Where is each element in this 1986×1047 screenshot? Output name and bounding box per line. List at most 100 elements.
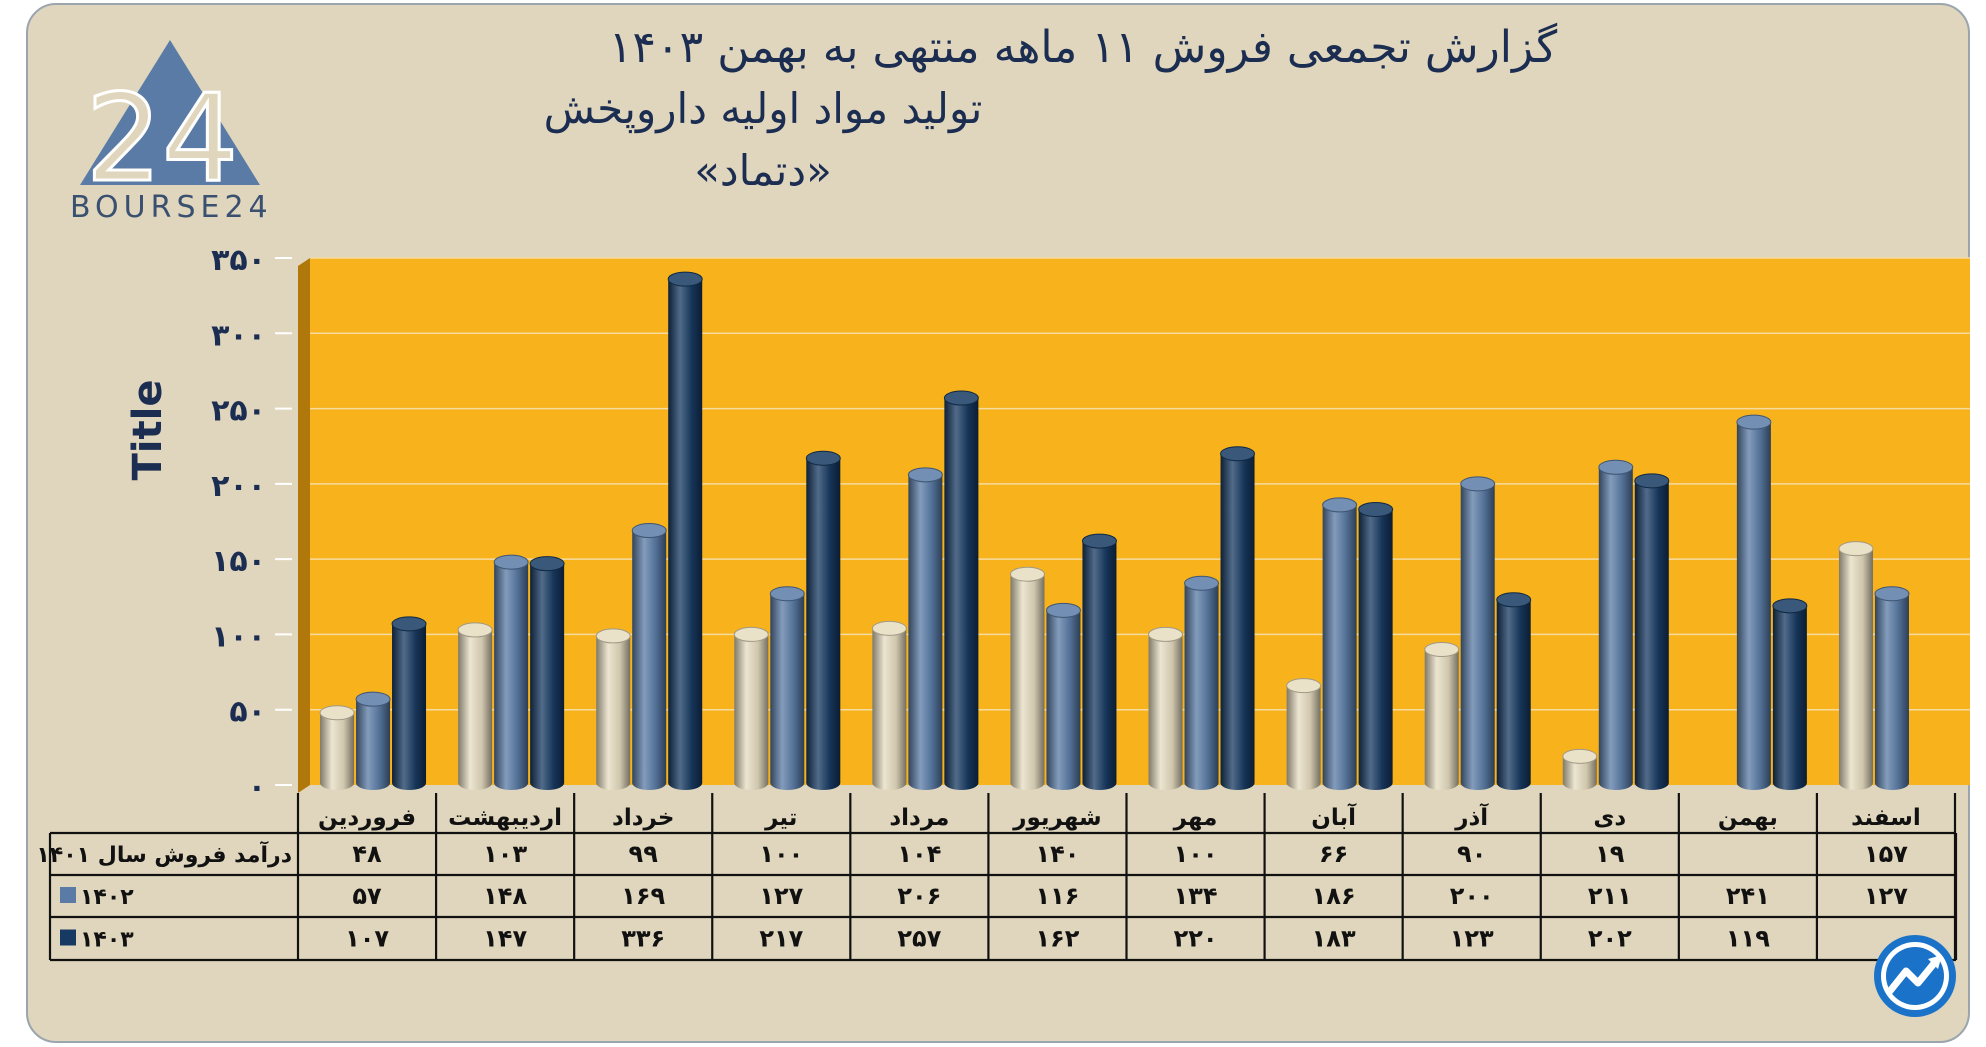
bar-top	[733, 626, 769, 642]
bar-top	[493, 554, 529, 570]
data-label: ۱۸۳	[1312, 925, 1356, 953]
data-label: ۹۹	[629, 840, 659, 868]
bar-top	[943, 390, 979, 406]
bar-top	[805, 450, 841, 466]
title-line-3: «دتماد»	[694, 146, 832, 195]
bar-top	[667, 271, 703, 287]
bar-base	[596, 776, 631, 790]
y-tick-label: ۵۰	[229, 695, 266, 730]
bar-base	[1148, 776, 1183, 790]
bar	[734, 634, 769, 783]
bar	[1424, 649, 1459, 783]
y-tick-label: ۳۵۰	[211, 243, 266, 278]
bar-base	[1220, 776, 1255, 790]
x-tick-label: آبان	[1311, 802, 1357, 831]
y-tick-label: ۱۵۰	[211, 544, 266, 579]
bar-base	[1562, 776, 1597, 790]
bar-base	[392, 776, 427, 790]
bar-base	[632, 776, 667, 790]
data-label: ۵۷	[352, 882, 382, 910]
data-label: ۱۱۶	[1035, 882, 1079, 910]
bar	[1358, 509, 1393, 783]
data-label: ۴۸	[352, 840, 382, 868]
bar	[1082, 541, 1117, 783]
x-tick-label: اردیبهشت	[448, 805, 562, 831]
bar-base	[1874, 776, 1909, 790]
data-label: ۱۰۰	[759, 840, 803, 868]
data-label: ۱۰۰	[1174, 840, 1218, 868]
bar-top	[1081, 533, 1117, 549]
bar-top	[1634, 473, 1670, 489]
x-tick-label: فروردین	[318, 805, 416, 831]
bar-top	[1496, 592, 1532, 608]
data-label: ۱۵۷	[1864, 840, 1908, 868]
legend-key	[60, 929, 76, 946]
bar-base	[494, 776, 529, 790]
bar	[806, 458, 841, 783]
bar	[1460, 483, 1495, 783]
logo-mark: 24	[86, 70, 239, 209]
bar-top	[1562, 748, 1598, 764]
data-label: ۱۸۶	[1312, 882, 1356, 910]
data-label: ۲۱۱	[1588, 882, 1632, 910]
data-label: ۱۱۹	[1726, 925, 1770, 953]
bar	[1220, 453, 1255, 783]
bar	[944, 398, 979, 783]
data-label: ۱۰۷	[345, 925, 389, 953]
bourse24-logo: 24	[80, 40, 260, 211]
bar-top	[1009, 566, 1045, 582]
bar-base	[734, 776, 769, 790]
bar	[1772, 605, 1807, 783]
data-label: ۲۰۰	[1450, 882, 1494, 910]
data-label: ۲۱۷	[759, 925, 803, 953]
data-label: ۱۰۳	[483, 840, 527, 868]
bar	[596, 635, 631, 783]
bar	[1286, 685, 1321, 783]
x-tick-label: خرداد	[612, 805, 674, 831]
bar	[530, 563, 565, 783]
bar-top	[457, 622, 493, 638]
bar-base	[1460, 776, 1495, 790]
bar	[1496, 599, 1531, 783]
bar-base	[320, 776, 355, 790]
bar-base	[1322, 776, 1357, 790]
bar-top	[1322, 497, 1358, 513]
data-label: ۱۲۳	[1450, 925, 1494, 953]
data-label: ۱۲۷	[1864, 882, 1908, 910]
data-label: ۲۰۲	[1588, 925, 1632, 953]
bar-base	[872, 776, 907, 790]
logo-text: BOURSE24	[70, 190, 273, 225]
bar	[356, 699, 391, 783]
bar	[1046, 610, 1081, 783]
bar	[1634, 480, 1669, 783]
series-name: درآمد فروش سال ۱۴۰۱	[36, 840, 292, 868]
bar	[872, 628, 907, 783]
y-tick-label: ۲۵۰	[211, 394, 266, 429]
trend-arrow-circle-icon[interactable]	[1872, 933, 1958, 1019]
bar-base	[1496, 776, 1531, 790]
data-label: ۹۰	[1457, 840, 1486, 868]
data-label: ۶۶	[1319, 840, 1348, 868]
title-line-2: تولید مواد اولیه داروپخش	[543, 84, 983, 133]
bar-top	[1736, 414, 1772, 430]
bar-base	[1082, 776, 1117, 790]
bar-top	[769, 586, 805, 602]
bar	[1874, 593, 1909, 783]
plot-area	[310, 258, 1970, 785]
x-tick-label: شهریور	[1012, 805, 1101, 831]
bar-top	[319, 705, 355, 721]
bar-base	[458, 776, 493, 790]
bar-top	[595, 628, 631, 644]
bar	[770, 593, 805, 783]
data-label: ۱۰۴	[897, 840, 941, 868]
bar-top	[355, 691, 391, 707]
x-tick-label: دی	[1593, 805, 1626, 831]
bar-base	[806, 776, 841, 790]
bar-base	[944, 776, 979, 790]
bar-base	[356, 776, 391, 790]
bar	[908, 474, 943, 783]
legend-key	[60, 887, 76, 903]
bar	[1598, 467, 1633, 783]
bar-base	[668, 776, 703, 790]
data-label: ۲۴۱	[1726, 882, 1770, 910]
